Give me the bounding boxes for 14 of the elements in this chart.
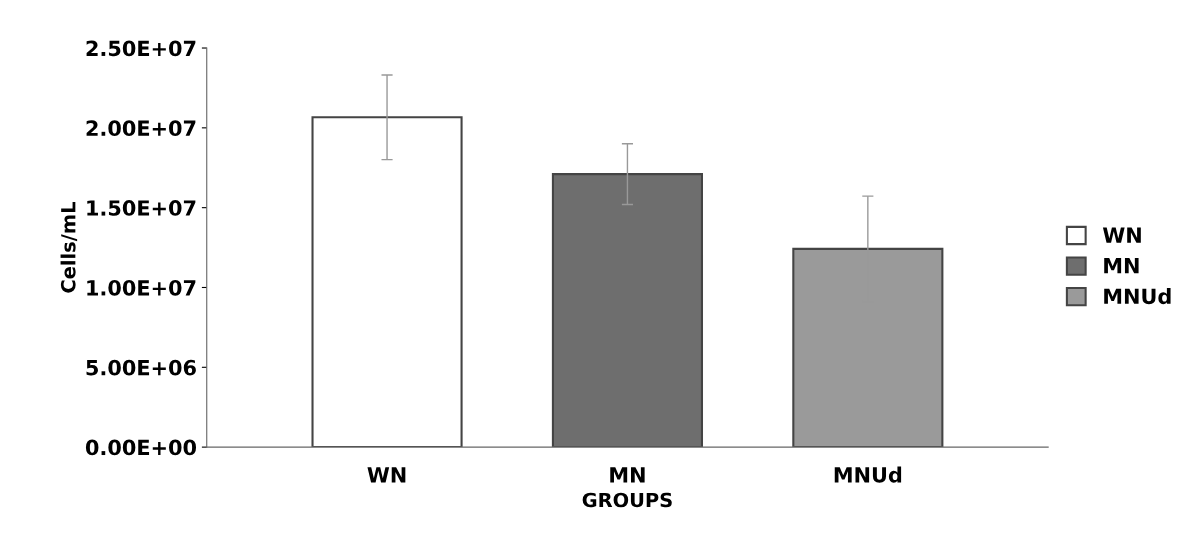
legend-label: WN <box>1102 227 1141 243</box>
legend-label: MN <box>1104 258 1139 274</box>
y-tick-label: 1.00E+07 <box>87 279 196 296</box>
y-tick-label: 2.00E+07 <box>86 120 196 137</box>
y-tick-label: 0.00E+00 <box>85 439 197 456</box>
x-tick-label: MN <box>610 467 645 483</box>
legend-label: MNUd <box>1104 288 1171 305</box>
x-tick-label: MNUd <box>834 466 902 483</box>
y-tick-label: 2.50E+07 <box>86 40 196 57</box>
y-axis-title: Cells/mL <box>60 202 78 293</box>
y-tick-label: 5.00E+06 <box>86 359 196 376</box>
x-tick-label: WN <box>367 467 406 483</box>
y-tick-label: 1.50E+07 <box>87 200 196 216</box>
x-axis-title: GROUPS <box>582 492 672 508</box>
